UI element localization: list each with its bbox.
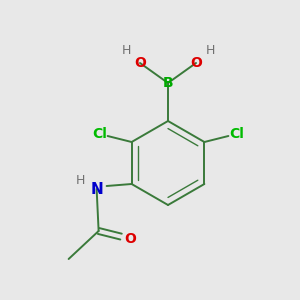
Text: O: O bbox=[190, 56, 202, 70]
Text: H: H bbox=[205, 44, 215, 58]
Text: O: O bbox=[134, 56, 146, 70]
Text: O: O bbox=[125, 232, 136, 246]
Text: H: H bbox=[76, 175, 85, 188]
Text: H: H bbox=[121, 44, 131, 58]
Text: Cl: Cl bbox=[229, 127, 244, 141]
Text: N: N bbox=[90, 182, 103, 196]
Text: Cl: Cl bbox=[92, 127, 107, 141]
Text: B: B bbox=[163, 76, 173, 90]
